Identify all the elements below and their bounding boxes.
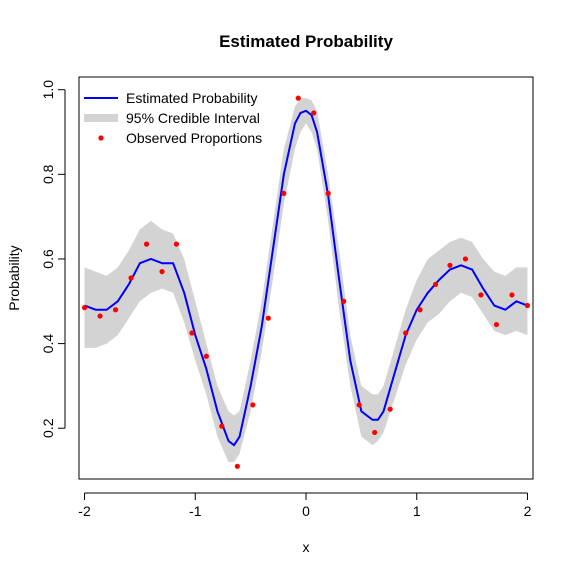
observed-point bbox=[311, 110, 317, 116]
observed-point bbox=[234, 463, 240, 469]
observed-point bbox=[387, 406, 393, 412]
observed-point bbox=[325, 190, 331, 196]
credible-interval-layer bbox=[84, 98, 528, 463]
observed-points-layer bbox=[81, 95, 531, 469]
observed-point bbox=[417, 307, 423, 313]
observed-point bbox=[189, 330, 195, 336]
x-tick-label: 0 bbox=[302, 503, 310, 519]
observed-point bbox=[128, 275, 134, 281]
observed-point bbox=[143, 241, 150, 247]
legend-label-observed: Observed Proportions bbox=[126, 130, 262, 146]
estimate-line-layer bbox=[84, 109, 528, 447]
observed-point bbox=[403, 330, 409, 336]
x-tick-label: 2 bbox=[524, 503, 532, 519]
observed-point bbox=[341, 298, 347, 304]
observed-point bbox=[203, 353, 209, 359]
y-tick-label: 0.4 bbox=[40, 334, 56, 354]
observed-point bbox=[97, 313, 103, 319]
observed-point bbox=[493, 321, 500, 328]
observed-point bbox=[281, 190, 287, 196]
observed-point bbox=[250, 402, 256, 408]
x-tick-label: 1 bbox=[413, 503, 421, 519]
legend: Estimated Probability 95% Credible Inter… bbox=[84, 90, 262, 146]
observed-point bbox=[462, 256, 469, 262]
observed-point bbox=[295, 95, 301, 101]
legend-label-interval: 95% Credible Interval bbox=[126, 110, 260, 126]
observed-point bbox=[173, 241, 180, 247]
observed-point bbox=[509, 292, 515, 298]
y-axis-label: Probability bbox=[6, 245, 22, 310]
observed-point bbox=[81, 305, 88, 311]
y-tick-label: 0.8 bbox=[40, 164, 56, 184]
x-axis-label: x bbox=[303, 539, 310, 555]
x-tick-label: -2 bbox=[78, 503, 91, 519]
x-axis: -2 -1 0 1 2 bbox=[78, 492, 532, 519]
observed-point bbox=[524, 302, 531, 309]
y-axis: 0.2 0.4 0.6 0.8 1.0 bbox=[40, 80, 66, 438]
legend-label-estimate: Estimated Probability bbox=[126, 90, 258, 106]
observed-point bbox=[372, 429, 378, 436]
y-tick-label: 0.2 bbox=[40, 418, 56, 438]
x-tick-label: -1 bbox=[189, 503, 202, 519]
plot-frame bbox=[78, 76, 534, 480]
legend-point-swatch bbox=[98, 135, 104, 141]
observed-point bbox=[356, 402, 362, 408]
observed-point bbox=[159, 269, 165, 275]
estimated-probability-line bbox=[84, 109, 528, 447]
observed-point bbox=[478, 292, 484, 298]
observed-point bbox=[112, 307, 119, 313]
observed-point bbox=[219, 423, 225, 429]
observed-point bbox=[432, 281, 439, 287]
y-tick-label: 0.6 bbox=[40, 249, 56, 269]
chart-title: Estimated Probability bbox=[219, 32, 393, 51]
credible-interval-band bbox=[84, 98, 528, 463]
observed-point bbox=[265, 315, 271, 321]
observed-point bbox=[447, 262, 453, 268]
y-tick-label: 1.0 bbox=[40, 80, 56, 100]
